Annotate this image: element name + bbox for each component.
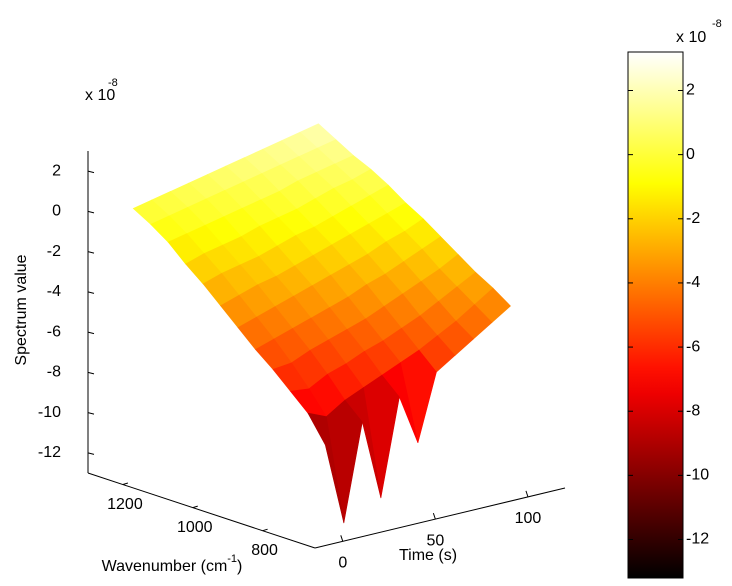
y-tick <box>525 490 529 498</box>
x-axis-label: Wavenumber (cm-1) <box>102 553 243 575</box>
colorbar-exponent-power: -8 <box>712 18 722 30</box>
y-axis-label: Time (s) <box>399 547 457 564</box>
x-axis-label-text: Wavenumber (cm <box>102 558 228 575</box>
surface <box>132 123 511 524</box>
z-tick <box>87 412 95 415</box>
colorbar-tick-label: -2 <box>686 210 700 227</box>
z-exponent-power: -8 <box>108 77 118 89</box>
y-tick <box>340 535 344 542</box>
x-axis-label-end: ) <box>237 558 242 575</box>
x-tick <box>192 505 198 509</box>
colorbar-tick-label: -8 <box>686 402 700 419</box>
colorbar-exponent-base: x 10 <box>676 29 706 46</box>
z-tick-label: -12 <box>38 444 61 461</box>
y-tick-label: 100 <box>515 510 542 527</box>
colorbar-tick-label: 2 <box>686 82 695 99</box>
y-tick <box>432 512 436 520</box>
colorbar-tick-label: -6 <box>686 338 700 355</box>
z-tick <box>87 251 95 254</box>
x-axis-label-sup: -1 <box>227 553 237 565</box>
y-axis-line <box>314 487 566 549</box>
colorbar-tick-label: -10 <box>686 467 709 484</box>
z-tick-label: -8 <box>47 364 61 381</box>
surface-patch <box>307 412 345 524</box>
colorbar-tick-label: -4 <box>686 274 700 291</box>
z-axis-label: Spectrum value <box>13 254 30 365</box>
x-tick-label: 800 <box>251 542 278 559</box>
z-tick-label: 2 <box>52 162 61 179</box>
x-axis-line <box>87 472 316 549</box>
z-tick-label: -2 <box>47 243 61 260</box>
x-tick <box>262 528 268 532</box>
x-tick-label: 1000 <box>177 519 213 536</box>
colorbar-tick-label: 0 <box>686 146 695 163</box>
y-tick-label: 50 <box>426 532 444 549</box>
z-tick <box>87 291 95 294</box>
y-tick-label: 0 <box>338 555 347 572</box>
x-tick-label: 1200 <box>107 496 143 513</box>
z-tick <box>87 452 95 455</box>
colorbar-tick-label: -12 <box>686 531 709 548</box>
z-tick <box>87 170 95 174</box>
z-tick <box>87 371 95 375</box>
colorbar <box>627 51 684 579</box>
z-exponent-base: x 10 <box>85 87 115 104</box>
z-tick-label: -10 <box>38 404 61 421</box>
z-tick-label: -6 <box>47 323 61 340</box>
x-tick <box>122 482 129 486</box>
z-tick-label: -4 <box>47 283 61 300</box>
z-tick-label: 0 <box>52 203 61 220</box>
z-tick <box>87 331 95 335</box>
z-tick <box>87 210 95 214</box>
